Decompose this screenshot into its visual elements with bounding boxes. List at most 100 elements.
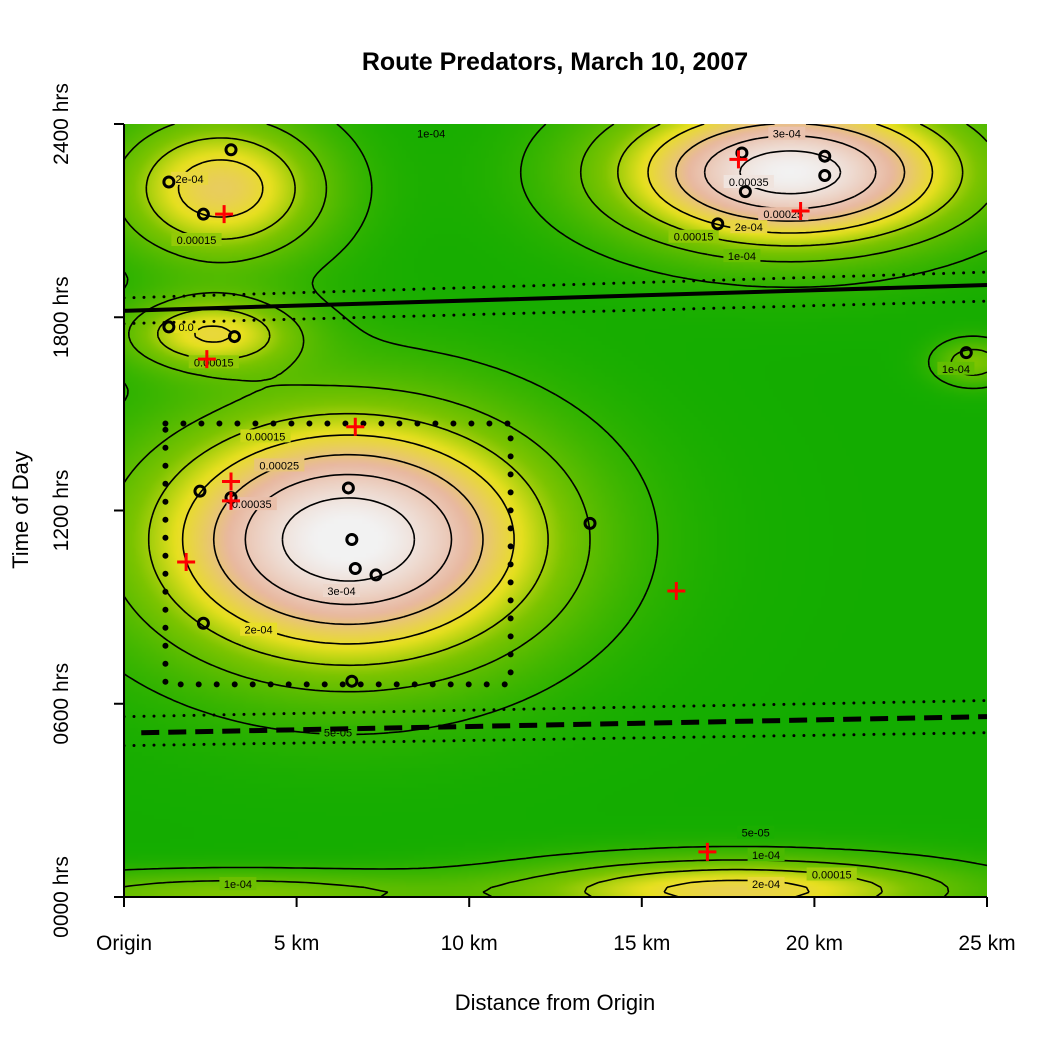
contour-label-text: 0.00025: [259, 460, 299, 472]
x-axis-ticks: Origin 5 km 10 km 15 km 20 km 25 km: [96, 897, 1016, 955]
circle-marker: [818, 149, 832, 163]
circle-marker: [345, 532, 359, 546]
dotted-region-box: [162, 420, 514, 688]
contour-label-text: 0.0: [178, 322, 193, 334]
cross-marker: [698, 842, 717, 861]
chart-title: Route Predators, March 10, 2007: [362, 48, 748, 76]
cross-marker: [222, 472, 241, 491]
contour-level-1: [124, 124, 987, 871]
x-tick-label: 25 km: [958, 932, 1015, 955]
contour-label-backdrop: [747, 877, 785, 891]
cross-marker: [222, 491, 241, 510]
contour-level-3: [145, 124, 964, 897]
y-axis-ticks: 0000 hrs 0600 hrs 1200 hrs 1800 hrs 2400 hrs: [50, 83, 124, 938]
x-tick-label: 15 km: [613, 932, 670, 955]
contour-label-text: 2e-04: [176, 174, 204, 186]
reference-line-solid: [124, 283, 987, 313]
contour-label-text: 1e-04: [417, 129, 445, 141]
circle-marker: [162, 320, 176, 334]
x-tick-label: Origin: [96, 932, 152, 955]
y-tick-label: 1200 hrs: [50, 470, 73, 552]
density-heatmap: [124, 124, 987, 897]
contour-level-4: [177, 124, 934, 897]
contour-label-text: 0.00015: [812, 870, 852, 882]
contour-label: 1e-04: [747, 848, 785, 862]
circle-marker: [711, 217, 725, 231]
contour-level-5: [212, 124, 906, 626]
cross-marker: [346, 417, 365, 436]
contour-label-text: 3e-04: [773, 129, 801, 141]
contour-label: 0.00025: [254, 458, 305, 472]
reference-line-dotted: [124, 731, 987, 748]
circle-marker: [227, 330, 241, 344]
reference-line-dotted: [124, 699, 987, 719]
circle-marker: [583, 516, 597, 530]
contour-label: 5e-05: [737, 825, 775, 840]
cross-marker: [177, 553, 196, 572]
contour-label: 0.00015: [668, 229, 719, 244]
contour-label-backdrop: [219, 877, 257, 891]
contour-label: 0.00015: [188, 355, 239, 369]
cross-marker: [215, 205, 234, 224]
contour-label-backdrop: [806, 867, 857, 881]
contour-label-text: 0.00015: [177, 235, 217, 247]
contour-label: 0.0: [174, 319, 198, 334]
contour-label-text: 1e-04: [752, 850, 780, 862]
x-axis-title: Distance from Origin: [455, 990, 656, 1015]
contour-label-backdrop: [668, 229, 719, 243]
contour-lines: [124, 124, 987, 897]
contour-label-backdrop: [323, 584, 360, 597]
contour-label-text: 0.00035: [729, 177, 769, 189]
reference-line-dotted: [124, 270, 987, 300]
reference-line-dotted: [124, 299, 987, 326]
contour-label-backdrop: [737, 825, 775, 839]
contour-label: 3e-04: [323, 584, 360, 598]
y-tick-label: 1800 hrs: [50, 276, 73, 358]
circle-marker: [196, 207, 210, 221]
contour-label: 1e-04: [412, 126, 450, 141]
cross-marker: [791, 201, 810, 220]
contour-label-backdrop: [240, 429, 291, 443]
circle-marker: [818, 169, 832, 183]
contour-label: 0.00015: [240, 429, 291, 443]
cross-marker: [729, 150, 748, 169]
y-tick-label: 2400 hrs: [50, 83, 73, 165]
contour-label: 1e-04: [937, 361, 975, 376]
contour-labels: 1e-04 2e-04 0.00015 3e-04 0.00035 0.00025 2e-0…: [171, 126, 975, 891]
contour-label-text: 0.00015: [246, 431, 286, 443]
circle-marker: [193, 484, 207, 498]
contour-label-backdrop: [723, 249, 761, 263]
contour-label-backdrop: [171, 233, 222, 246]
x-tick-label: 5 km: [274, 932, 320, 955]
contour-label-backdrop: [730, 220, 768, 234]
contour-label-text: 1e-04: [224, 879, 252, 891]
contour-label-text: 1e-04: [728, 251, 756, 263]
observation-markers: [162, 143, 973, 861]
reference-lines: [124, 270, 987, 748]
circle-marker: [162, 175, 176, 189]
contour-label: 0.00015: [806, 867, 857, 882]
contour-level-6: [244, 135, 877, 606]
contour-label-backdrop: [174, 319, 198, 333]
contour-label-text: 0.00035: [232, 499, 272, 511]
contour-label-backdrop: [412, 126, 450, 140]
contour-label-text: 0.00015: [674, 232, 714, 244]
y-axis-title: Time of Day: [8, 451, 33, 569]
contour-label-backdrop: [937, 361, 975, 375]
contour-label: 2e-04: [240, 622, 278, 637]
contour-label-text: 3e-04: [327, 586, 355, 598]
contour-label-backdrop: [768, 126, 806, 140]
contour-label: 2e-04: [747, 877, 785, 891]
contour-label-text: 2e-04: [245, 625, 273, 637]
contour-label: 3e-04: [768, 126, 806, 141]
circle-marker: [341, 481, 355, 495]
contour-label-text: 1e-04: [942, 364, 970, 376]
circle-marker: [345, 674, 359, 688]
contour-label-backdrop: [747, 848, 785, 862]
circle-marker: [369, 568, 383, 582]
x-tick-label: 20 km: [786, 932, 843, 955]
contour-label-backdrop: [723, 175, 774, 188]
contour-label-text: 2e-04: [752, 879, 780, 891]
x-tick-label: 10 km: [441, 932, 498, 955]
